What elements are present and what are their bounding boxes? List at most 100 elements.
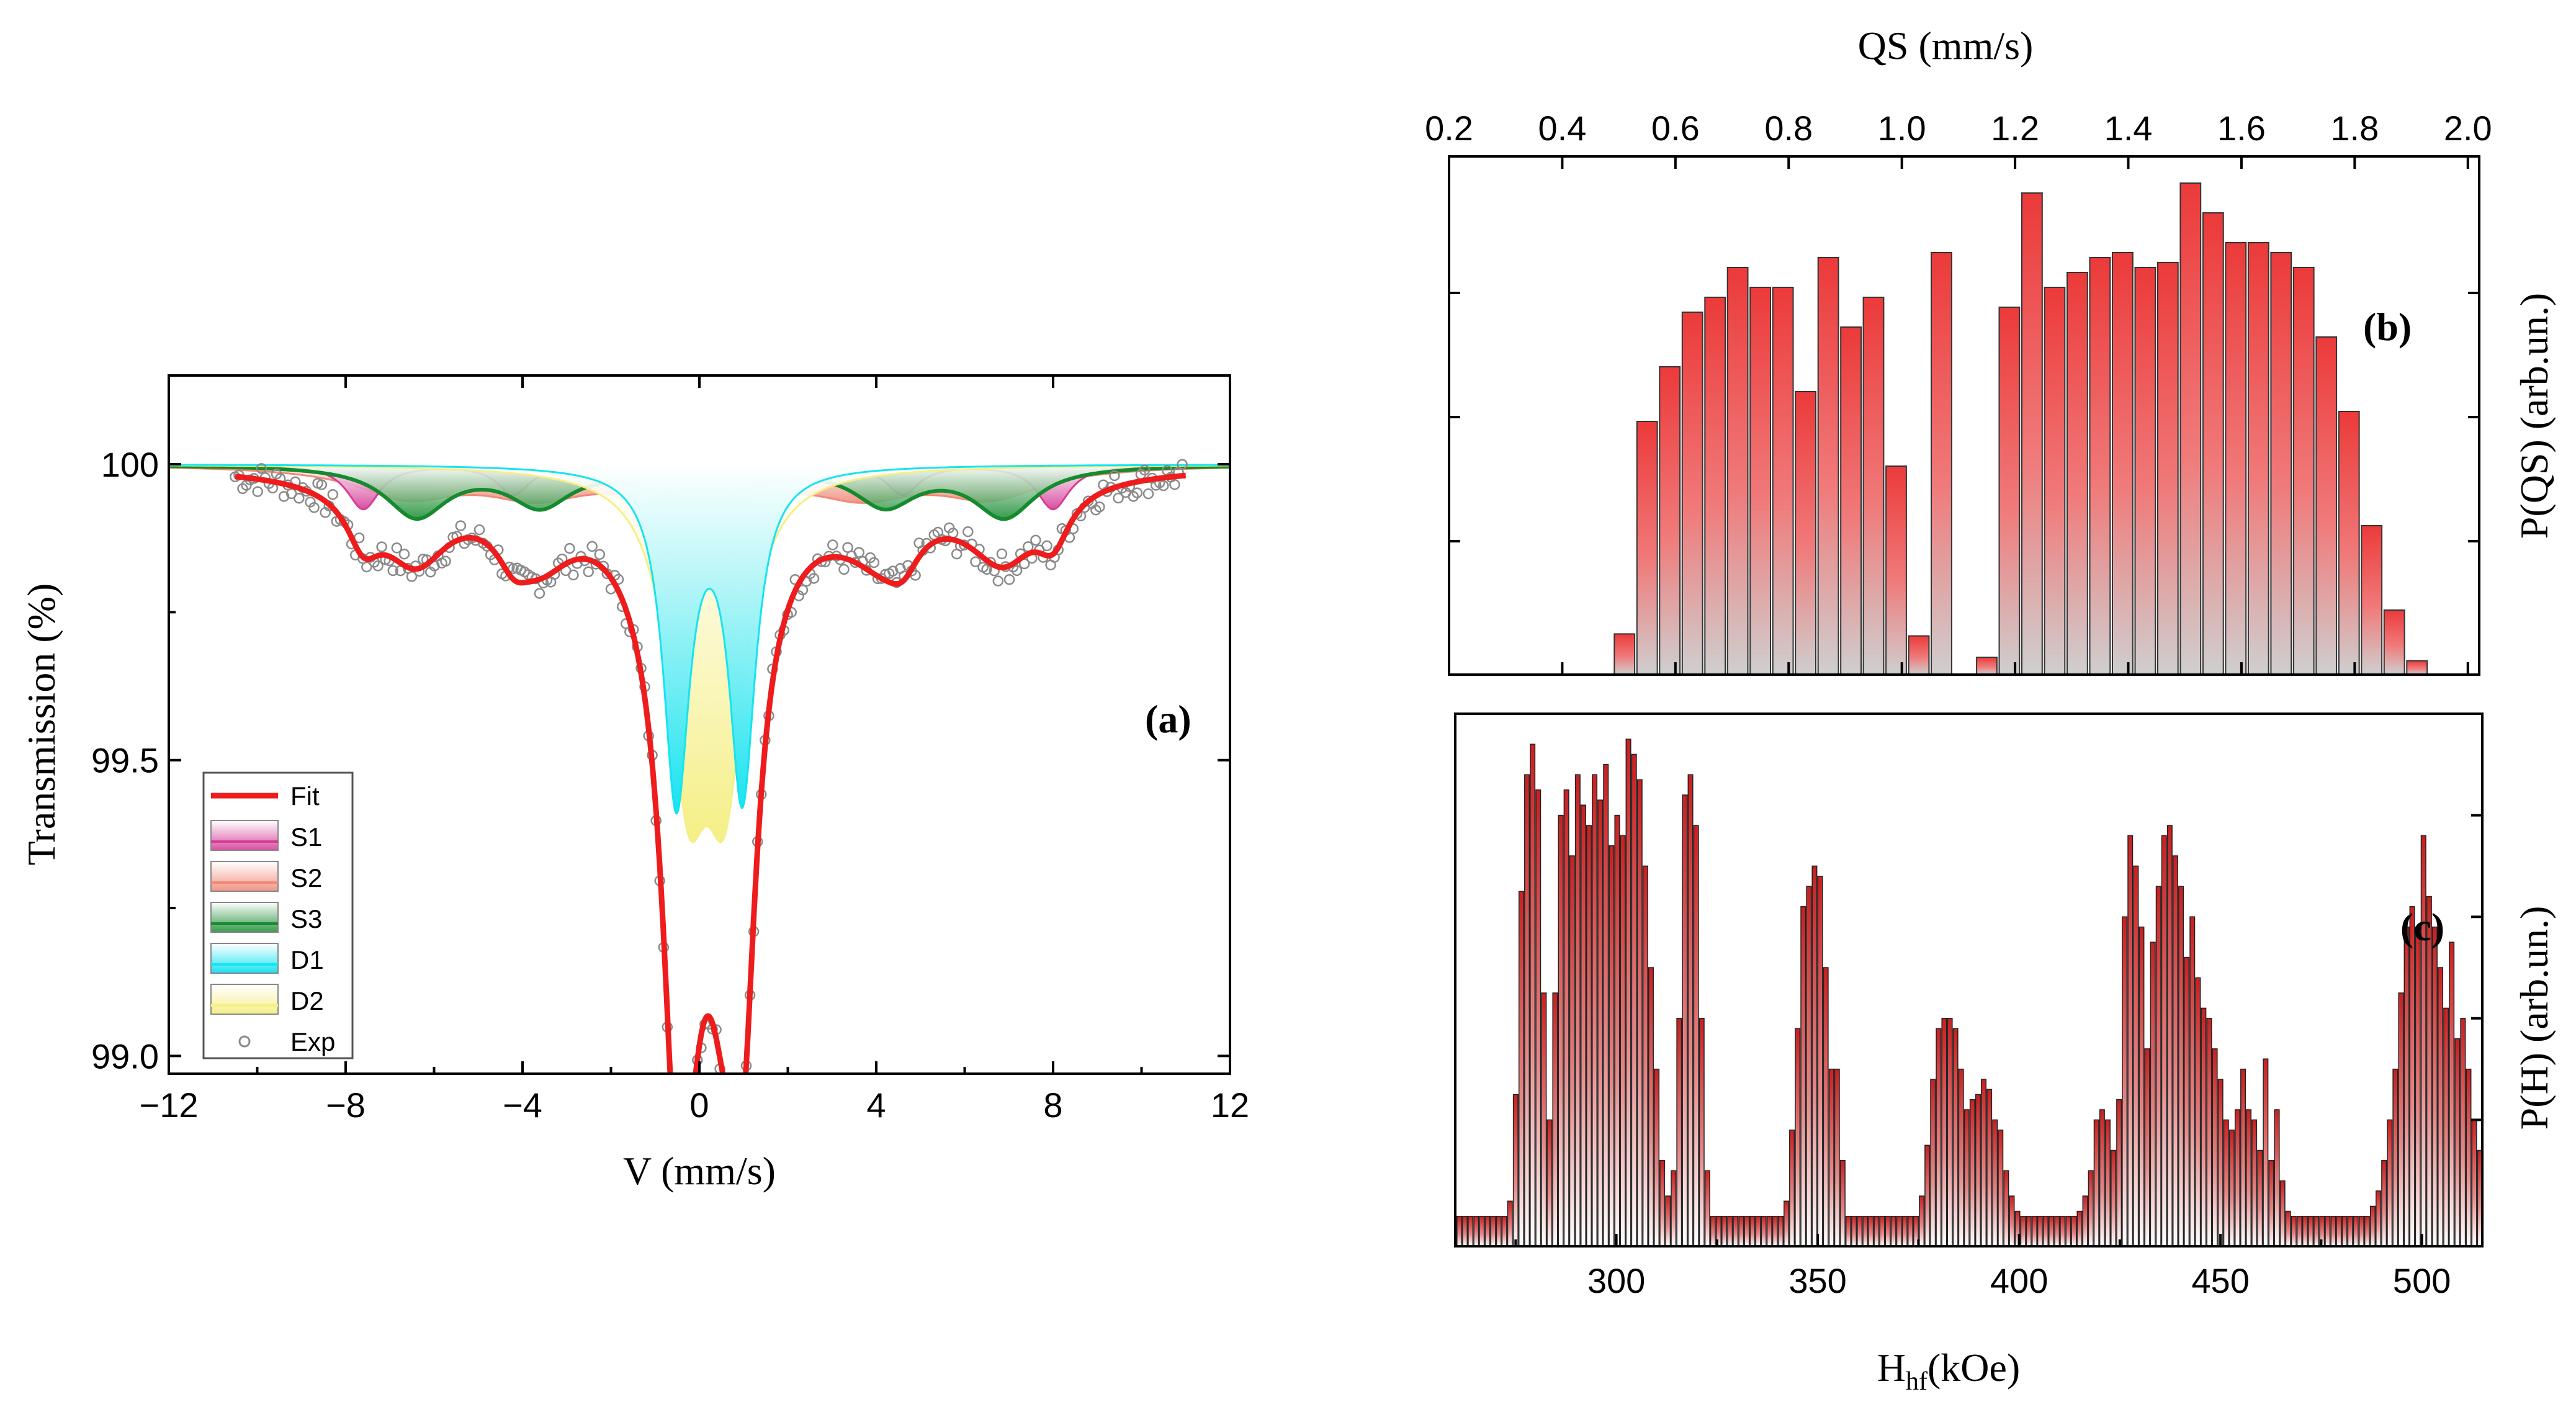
exp-point — [586, 541, 598, 552]
h-bar — [2054, 1216, 2060, 1247]
exp-point — [455, 520, 467, 531]
h-bar — [1998, 1130, 2004, 1247]
qs-bar — [2361, 525, 2383, 675]
h-bar — [1473, 1216, 1479, 1247]
panel-c-frame — [1454, 712, 2484, 1247]
qs-bar — [1862, 297, 1885, 675]
panel-b-frame — [1448, 155, 2480, 676]
panel-b-x-label: QS (mm/s) — [1858, 24, 2034, 68]
h-bar — [1834, 1068, 1840, 1247]
h-bar — [2161, 835, 2167, 1247]
h-bar — [1468, 1216, 1474, 1247]
h-bar — [2184, 956, 2190, 1247]
h-bar — [1563, 789, 1569, 1247]
h-bar — [1907, 1216, 1913, 1247]
component-s3-fill — [169, 464, 1230, 519]
h-bar — [2291, 1216, 2297, 1247]
panel-c-y-ticks — [2471, 814, 2482, 1122]
h-bar — [2031, 1216, 2037, 1247]
h-bar — [1676, 1018, 1682, 1247]
h-bar — [1710, 1216, 1716, 1247]
legend-swatch-exp — [238, 1035, 251, 1048]
exp-point — [256, 463, 267, 474]
exp-point — [1158, 480, 1169, 492]
h-bar — [1586, 825, 1592, 1247]
qs-bar — [1749, 287, 1771, 675]
h-bar — [1963, 1109, 1970, 1247]
h-bar — [1857, 1216, 1863, 1247]
h-bar — [2104, 1119, 2111, 1247]
panel-c-tag: (c) — [2400, 905, 2444, 949]
h-bar — [1693, 825, 1699, 1247]
h-bar — [2138, 926, 2145, 1247]
h-bar — [1501, 1216, 1507, 1247]
h-bar — [1462, 1216, 1468, 1247]
exp-point — [391, 542, 403, 554]
qs-bar — [1885, 465, 1907, 675]
h-bar — [2325, 1216, 2331, 1247]
qs-bar — [2021, 192, 2043, 675]
h-bar — [2460, 1018, 2466, 1247]
exp-point — [241, 480, 252, 491]
h-bar — [2364, 1216, 2370, 1247]
h-bar — [1574, 774, 1581, 1247]
exp-point — [308, 502, 320, 513]
h-bar — [2042, 1216, 2049, 1247]
h-bar — [2172, 855, 2178, 1247]
h-bar — [1496, 1216, 1502, 1247]
exp-point — [564, 542, 575, 554]
component-d2-line — [169, 464, 1230, 843]
h-bar — [1484, 1216, 1491, 1247]
x-tick-label: 4 — [866, 1086, 886, 1125]
qs-bar — [1659, 366, 1681, 675]
h-bar — [1592, 774, 1598, 1247]
exp-point — [853, 547, 864, 558]
qs-bar — [2225, 242, 2247, 675]
exp-point — [1109, 470, 1120, 482]
h-bar — [1699, 1018, 1705, 1247]
h-bar — [1986, 1089, 1993, 1247]
panel-c-hyperfine-field-distribution: 300 350 400 450 500 Hhf(kOe) P(H) (arb.un.) … — [1454, 712, 2556, 1396]
h-bar — [1839, 1160, 1846, 1247]
panel-a-x-axis: −12 −8 −4 0 4 8 12 — [140, 375, 1249, 1125]
h-bar — [1896, 1216, 1902, 1247]
h-bar — [2122, 916, 2128, 1247]
h-bar — [2212, 1048, 2218, 1247]
h-bar — [2133, 865, 2139, 1247]
panel-c-bars — [1456, 739, 2483, 1247]
h-bar — [1862, 1216, 1869, 1247]
h-bar — [1874, 1216, 1880, 1247]
h-bar — [1777, 1216, 1784, 1247]
exp-point — [583, 566, 594, 578]
h-bar — [2026, 1216, 2032, 1247]
qs-bar — [1795, 391, 1816, 675]
qs-tick-label: 0.8 — [1764, 109, 1813, 148]
h-bar — [1806, 886, 1812, 1247]
h-bar — [2336, 1216, 2342, 1247]
h-bar — [1642, 865, 1648, 1247]
qs-bar — [2270, 252, 2292, 675]
legend-label-d1: D1 — [290, 945, 324, 974]
h-bar — [2251, 1119, 2258, 1247]
h-bar — [2409, 906, 2415, 1247]
qs-bar — [1613, 633, 1636, 676]
exp-point — [838, 564, 850, 575]
h-bar — [1648, 967, 1654, 1247]
qs-bar — [2179, 182, 2202, 675]
h-bar — [1947, 1018, 1953, 1247]
qs-bar — [1772, 287, 1794, 675]
h-bar — [1755, 1216, 1761, 1247]
qs-tick-label: 0.4 — [1538, 109, 1586, 148]
exp-point — [1030, 534, 1041, 546]
h-bar — [1512, 1094, 1519, 1247]
exp-point — [1177, 459, 1188, 470]
exp-point — [970, 556, 981, 567]
component-d1-line — [169, 464, 1230, 815]
h-bar — [1930, 1079, 1936, 1247]
exp-point — [316, 479, 327, 490]
legend-label-s3: S3 — [290, 904, 322, 933]
exp-point — [406, 571, 418, 582]
qs-bar — [2044, 287, 2066, 675]
qs-bar — [2292, 267, 2315, 675]
qs-bar — [1681, 312, 1703, 675]
